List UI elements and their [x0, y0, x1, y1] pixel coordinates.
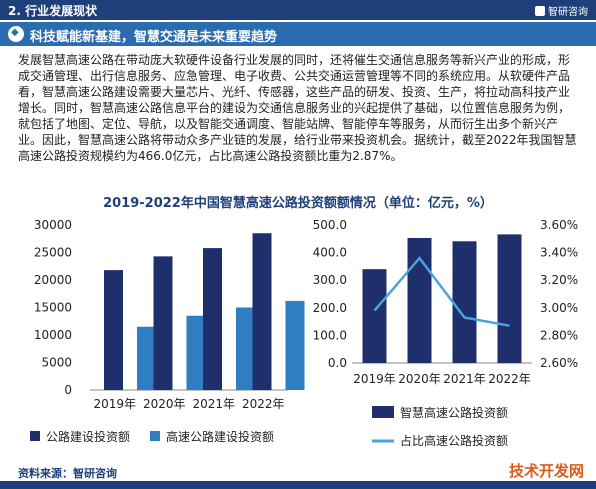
x-tick-label: 2019年 — [93, 397, 136, 411]
y-tick-label-left: 200.0 — [313, 301, 347, 315]
diamond-icon — [8, 26, 24, 42]
legend-label: 高速公路建设投资额 — [166, 429, 274, 444]
x-tick-label: 2020年 — [143, 397, 186, 411]
x-tick-label: 2022年 — [242, 397, 285, 411]
legend-label: 智慧高速公路投资额 — [400, 405, 508, 420]
x-tick-label: 2022年 — [488, 372, 531, 386]
y-tick-label: 15000 — [34, 301, 72, 315]
brand-name: 智研咨询 — [548, 7, 588, 18]
top-header-bar: 2. 行业发展现状 智研咨询 — [0, 0, 596, 20]
legend-swatch — [150, 431, 160, 441]
bar-1 — [186, 315, 206, 390]
y-tick-label-right: 3.00% — [540, 301, 578, 315]
y-tick-label-left: 400.0 — [313, 246, 347, 260]
bar-0 — [203, 248, 222, 390]
bar-0 — [104, 270, 123, 390]
x-tick-label: 2021年 — [192, 397, 235, 411]
legend-swatch-bar — [372, 406, 394, 418]
bar-smart-highway — [362, 269, 387, 363]
bar-1 — [285, 300, 305, 390]
source-note: 资料来源：智研咨询 — [18, 467, 117, 480]
y-tick-label: 30000 — [34, 218, 72, 232]
y-tick-label-right: 3.20% — [540, 273, 578, 287]
y-tick-label: 20000 — [34, 273, 72, 287]
y-tick-label: 10000 — [34, 328, 72, 342]
bar-1 — [137, 326, 156, 390]
line-share-series — [373, 256, 510, 327]
footer-bar — [0, 481, 596, 489]
y-tick-label-left: 300.0 — [313, 273, 347, 287]
y-tick-label-right: 3.60% — [540, 218, 578, 232]
y-tick-label-right: 3.40% — [540, 246, 578, 260]
y-tick-label-left: 0.0 — [328, 356, 347, 370]
site-watermark: 技术开发网 — [508, 462, 584, 480]
y-tick-label-left: 100.0 — [313, 328, 347, 342]
bar-smart-highway — [452, 241, 477, 363]
topic-banner: 科技赋能新基建，智慧交通是未来重要趋势 — [0, 22, 596, 46]
x-tick-label: 2021年 — [443, 372, 486, 386]
bar-smart-highway — [497, 234, 522, 363]
x-tick-label: 2020年 — [398, 372, 441, 386]
x-tick-label: 2019年 — [353, 372, 396, 386]
legend-swatch — [30, 431, 40, 441]
brand: 智研咨询 — [535, 3, 588, 18]
y-tick-label-right: 2.80% — [540, 328, 578, 342]
y-tick-label: 0 — [64, 383, 72, 397]
y-tick-label: 5000 — [41, 356, 72, 370]
bar-0 — [252, 233, 272, 390]
body-paragraph: 发展智慧高速公路在带动庞大软硬件设备行业发展的同时，还将催生交通信息服务等新兴产… — [18, 53, 577, 163]
banner-title: 科技赋能新基建，智慧交通是未来重要趋势 — [30, 30, 278, 45]
y-tick-label-left: 500.0 — [313, 218, 347, 232]
y-tick-label-right: 2.60% — [540, 356, 578, 370]
bar-0 — [153, 256, 173, 390]
chart-title: 2019-2022年中国智慧高速公路投资额额情况（单位：亿元，%） — [103, 196, 493, 211]
brand-logo-icon — [535, 6, 545, 16]
legend-label: 占比高速公路投资额 — [400, 433, 508, 448]
legend-label: 公路建设投资额 — [46, 429, 130, 444]
section-title: 2. 行业发展现状 — [8, 4, 98, 18]
bar-1 — [236, 307, 255, 390]
y-tick-label: 25000 — [34, 246, 72, 260]
